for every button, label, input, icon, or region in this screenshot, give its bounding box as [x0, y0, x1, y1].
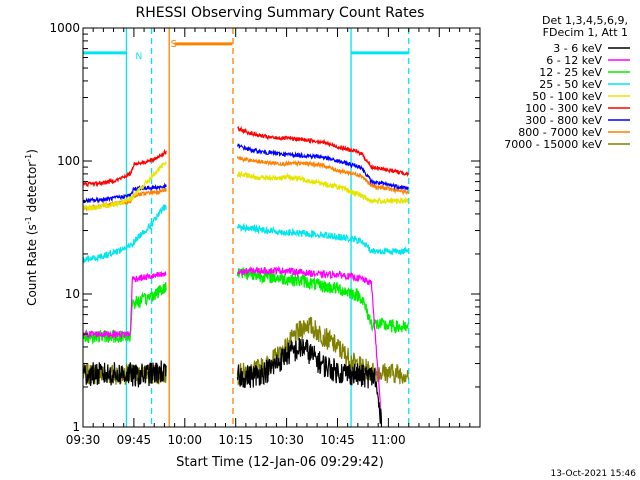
y-tick-label-0: 1	[72, 420, 80, 434]
timestamp: 13-Oct-2021 15:46	[551, 469, 637, 479]
plot-area: SN	[83, 28, 409, 427]
x-tick-label-0: 09:30	[66, 433, 101, 447]
x-tick-label-2: 10:00	[167, 433, 202, 447]
chart-title: RHESSI Observing Summary Count Rates	[136, 5, 425, 21]
series-line-3-seg-0	[83, 205, 166, 264]
axes: 1 10 100 1000 09:30 09:45 10:00 10:15 10:30 10:45…	[24, 21, 480, 447]
y-axis-label-part-2: detector	[25, 162, 39, 217]
legend-label-8: 7000 - 15000 keV	[504, 138, 602, 151]
y-axis-label-part-3: -1	[24, 154, 33, 162]
series-line-5-seg-0	[83, 151, 166, 186]
series-line-0-seg-1	[237, 338, 381, 427]
series-line-1-seg-0	[83, 272, 166, 338]
x-axis-label: Start Time (12-Jan-06 09:29:42)	[176, 455, 384, 470]
y-axis-label-part-1: -1	[24, 216, 33, 224]
y-tick-label-1: 10	[65, 287, 80, 301]
legend: Det 1,3,4,5,6,9,FDecim 1, Att 13 - 6 keV…	[504, 14, 630, 151]
saa-flag-label: S	[171, 39, 177, 50]
night-flag-label: N	[136, 52, 143, 62]
legend-header-1: FDecim 1, Att 1	[543, 26, 628, 39]
series-line-1-seg-1	[237, 267, 381, 422]
series-line-3-seg-1	[237, 224, 408, 254]
y-tick-label-3: 1000	[49, 21, 80, 35]
count-rate-chart: RHESSI Observing Summary Count Rates SN …	[0, 0, 640, 480]
series-line-7-seg-1	[237, 156, 408, 193]
x-tick-label-1: 09:45	[117, 433, 152, 447]
y-tick-label-2: 100	[57, 154, 80, 168]
y-axis-label-part-0: Count Rate (s	[25, 224, 39, 306]
x-tick-label-6: 11:00	[371, 433, 406, 447]
y-axis-label-part-4: )	[25, 149, 39, 154]
x-tick-label-4: 10:30	[269, 433, 304, 447]
x-tick-label-3: 10:15	[218, 433, 253, 447]
series-line-0-seg-0	[83, 361, 166, 388]
x-tick-label-5: 10:45	[320, 433, 355, 447]
y-axis-label: Count Rate (s-1 detector-1)	[24, 149, 39, 306]
